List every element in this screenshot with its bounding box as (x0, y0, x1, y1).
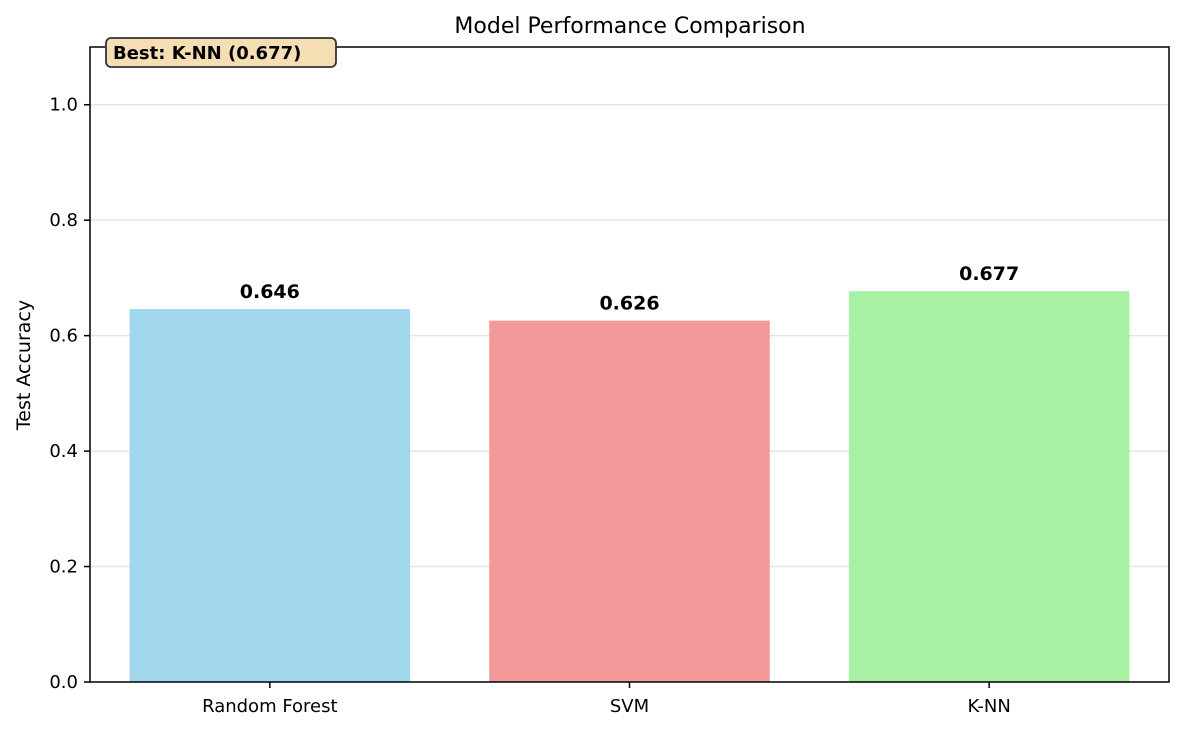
bar (848, 291, 1130, 682)
y-axis-label: Test Accuracy (13, 300, 35, 431)
annotation-text: Best: K-NN (0.677) (113, 43, 301, 64)
y-tick-label: 1.0 (49, 95, 78, 116)
best-model-annotation: Best: K-NN (0.677) (105, 37, 337, 68)
chart-title: Model Performance Comparison (454, 14, 805, 39)
y-tick-label: 0.4 (49, 441, 78, 462)
bar (129, 309, 411, 682)
bars (129, 291, 1130, 682)
y-tick-label: 0.8 (49, 210, 78, 231)
bar-value-label: 0.646 (240, 281, 300, 303)
data-labels: 0.646 0.626 0.677 (240, 263, 1019, 314)
annotation-box (105, 37, 337, 68)
bar-value-label: 0.626 (599, 293, 659, 315)
x-tick-label: SVM (610, 696, 649, 717)
x-tick-label: K-NN (967, 696, 1010, 717)
y-axis-ticks: 0.0 0.2 0.4 0.6 0.8 1.0 (49, 95, 90, 693)
y-tick-label: 0.6 (49, 326, 78, 347)
y-tick-label: 0.2 (49, 557, 78, 578)
bar (489, 320, 770, 682)
x-tick-label: Random Forest (202, 696, 337, 717)
y-tick-label: 0.0 (49, 672, 78, 693)
x-axis-ticks: Random Forest SVM K-NN (202, 682, 1011, 717)
bar-value-label: 0.677 (959, 263, 1019, 285)
